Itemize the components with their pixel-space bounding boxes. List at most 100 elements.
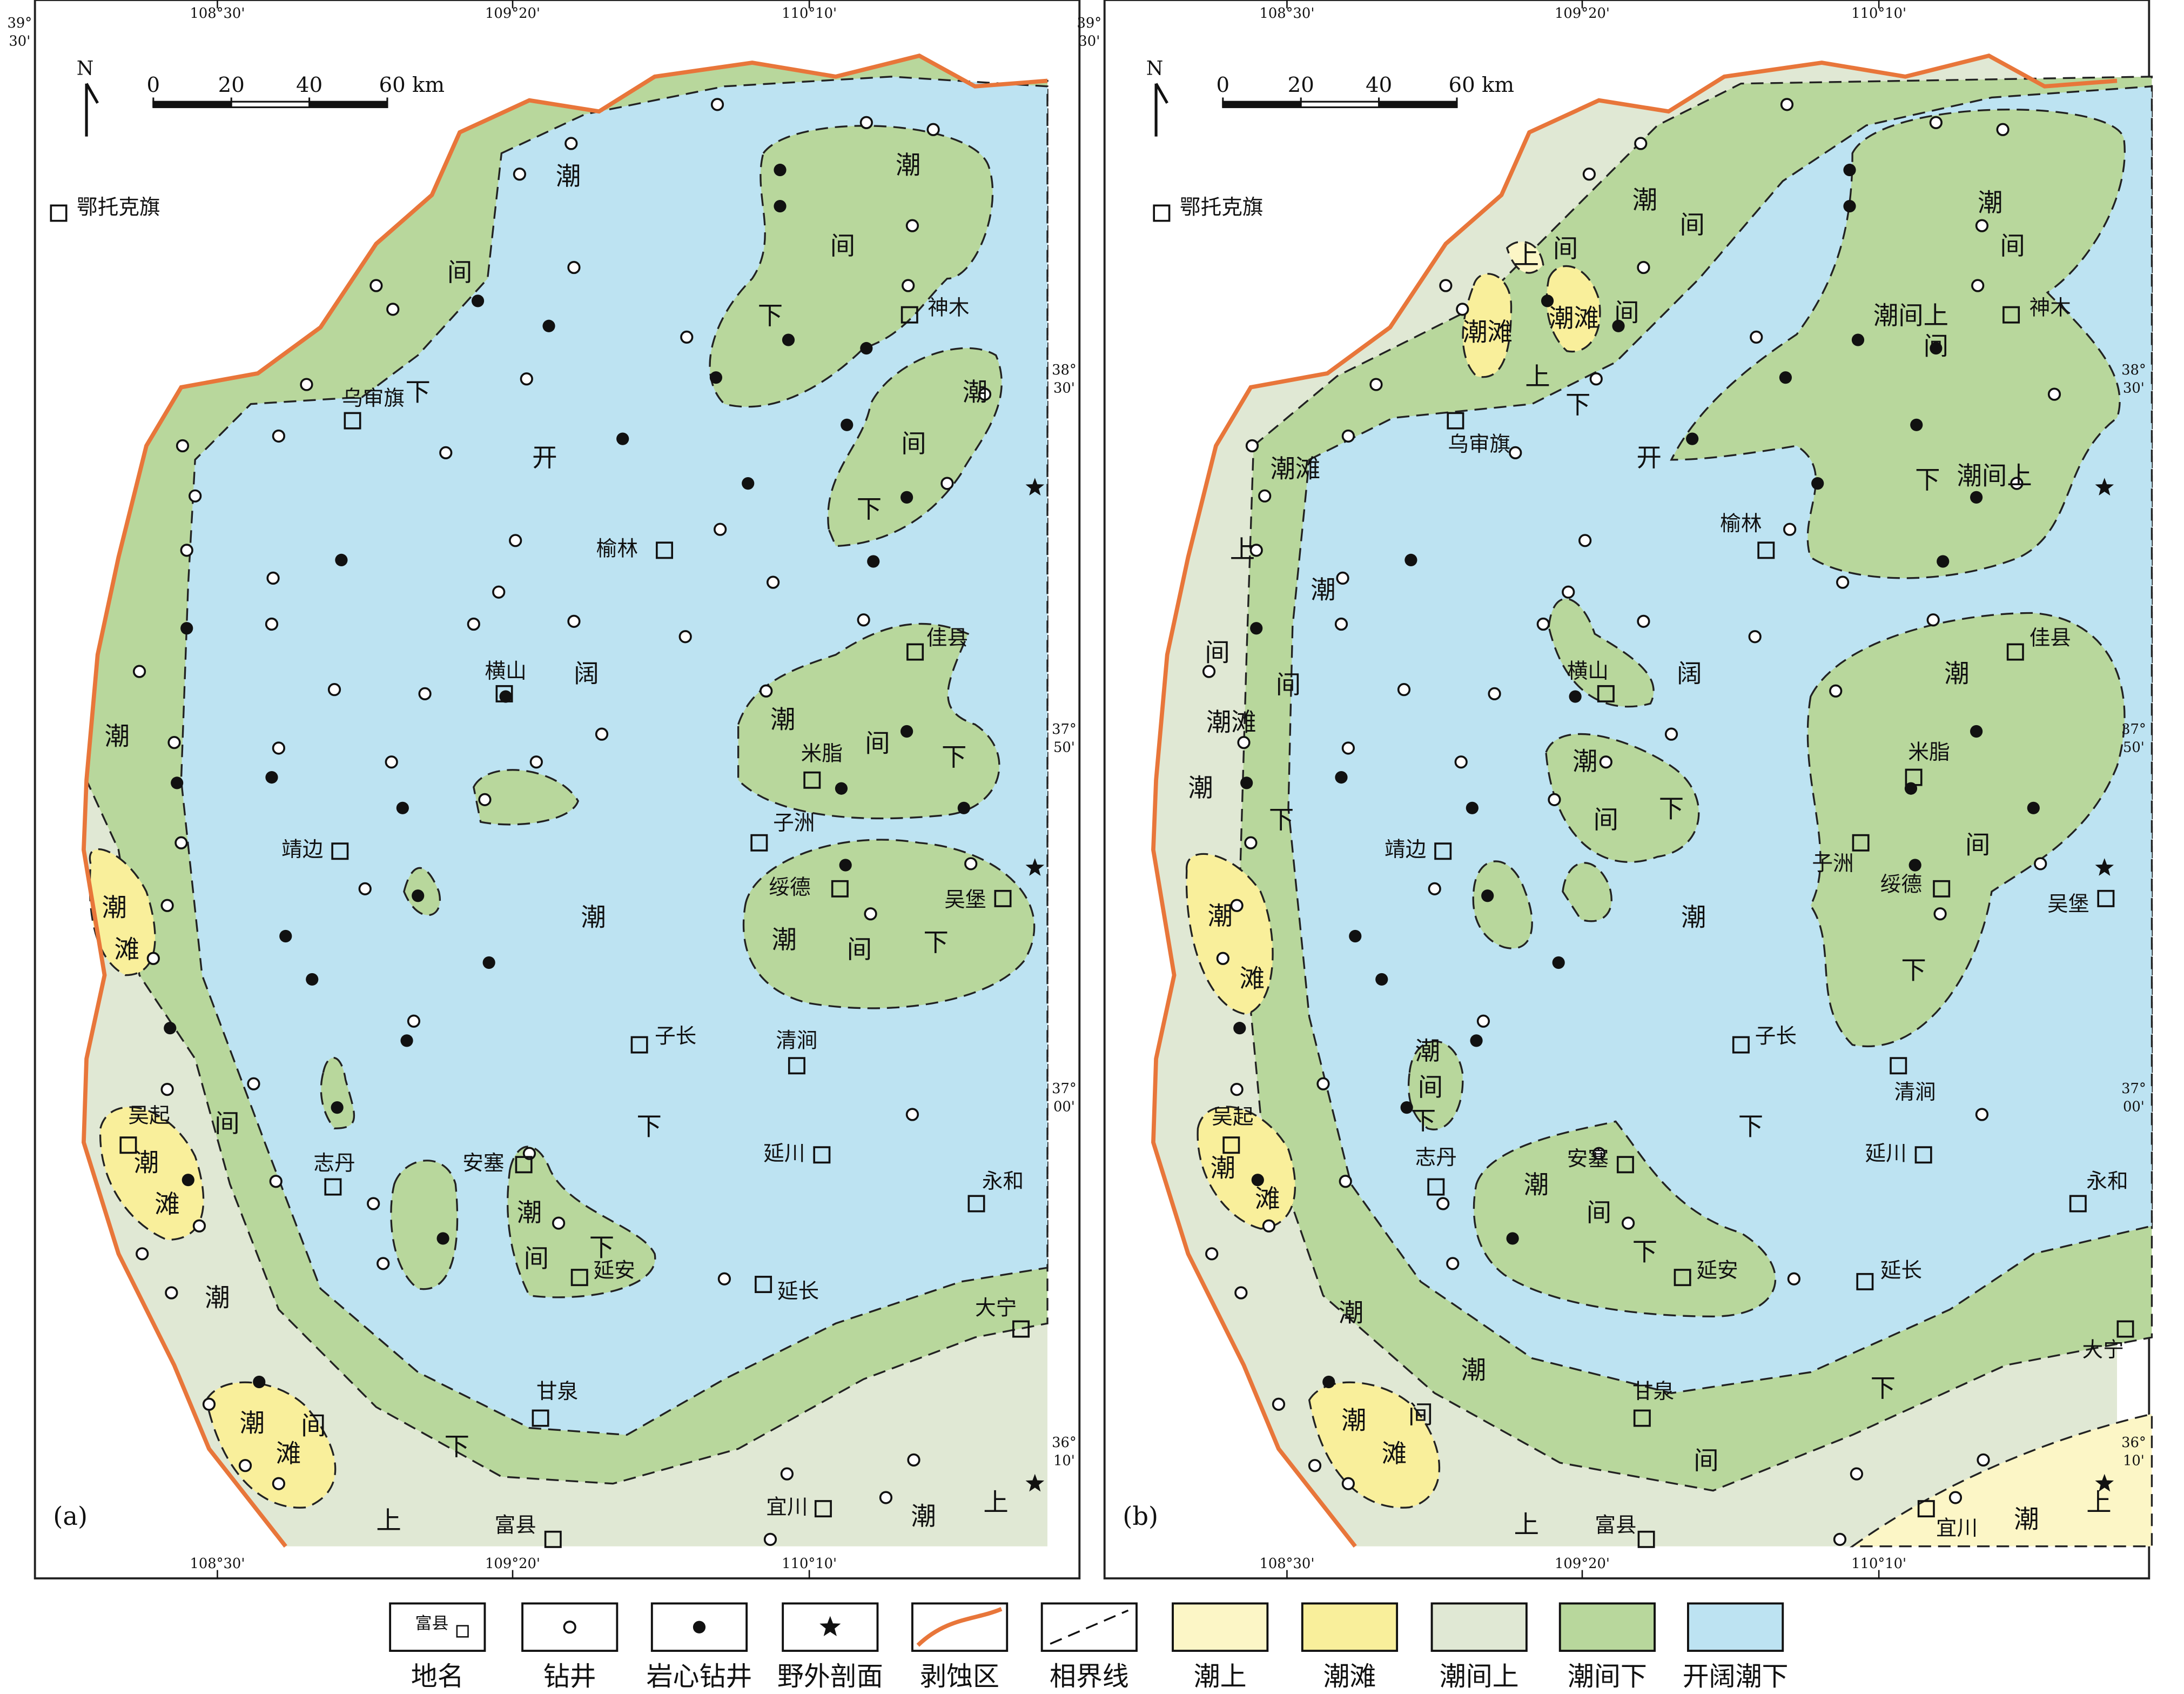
core-well <box>709 371 723 384</box>
place-marker <box>750 834 768 852</box>
latitude-label: 37° <box>2121 721 2146 738</box>
place-marker <box>50 204 68 222</box>
core-well <box>1506 1232 1519 1245</box>
well <box>864 907 877 921</box>
place-marker <box>2097 889 2115 907</box>
well <box>907 1453 920 1467</box>
facies-label: 下 <box>857 494 882 524</box>
facies-label: 间 <box>301 1411 326 1441</box>
tidal-flat-patch <box>99 1106 205 1241</box>
legend-label: 剥蚀区 <box>920 1661 999 1692</box>
place-marker <box>656 541 673 559</box>
well <box>202 1397 216 1411</box>
core-well <box>499 690 512 703</box>
facies-label: 开 <box>532 443 557 472</box>
well <box>1787 1272 1800 1285</box>
core-well <box>1843 163 1856 177</box>
place-marker <box>1597 685 1615 702</box>
north-label: N <box>1146 57 1164 79</box>
place-marker <box>515 1156 533 1174</box>
well <box>1341 429 1355 443</box>
well <box>1948 1491 1963 1504</box>
well <box>1582 168 1596 181</box>
well <box>717 1272 731 1285</box>
place-name: 子长 <box>1755 1025 1797 1049</box>
well <box>1748 630 1762 644</box>
facies-label: 间 <box>847 935 872 964</box>
place-name: 宜川 <box>1936 1516 1978 1541</box>
legend-erosion <box>916 1607 1003 1647</box>
facies-label: 下 <box>758 301 783 330</box>
well <box>1926 613 1940 627</box>
core-well <box>1541 294 1554 307</box>
facies-label: 滩 <box>276 1439 301 1468</box>
facies-label: 潮 <box>963 378 987 407</box>
well <box>367 1197 380 1210</box>
longitude-label: 108°30' <box>1259 1556 1314 1572</box>
facies-label: 潮 <box>1415 1036 1440 1066</box>
well <box>492 585 506 599</box>
facies-label: 潮间上 <box>1957 461 2032 490</box>
facies-label: 上 <box>2086 1488 2111 1517</box>
facies-label: 下 <box>405 378 430 407</box>
well <box>1836 575 1850 589</box>
place-name: 绥德 <box>1880 873 1922 897</box>
facies-label: 间 <box>214 1109 239 1138</box>
place-name: 乌审旗 <box>342 386 405 411</box>
lower-intertidal-patch <box>742 839 1036 1009</box>
core-well <box>835 782 848 795</box>
core-well <box>1686 432 1699 445</box>
panel-label: (a) <box>53 1502 88 1531</box>
well <box>1536 617 1550 631</box>
place-name: 延长 <box>777 1279 819 1303</box>
well <box>1933 907 1947 921</box>
lower-intertidal-patch <box>390 1160 459 1290</box>
place-marker <box>901 306 918 324</box>
legend-place-marker <box>456 1625 469 1638</box>
core-well <box>1322 1375 1335 1389</box>
core-well <box>1612 319 1625 332</box>
well <box>1341 741 1355 755</box>
well <box>189 489 202 503</box>
well <box>174 836 188 849</box>
well <box>595 727 609 741</box>
facies-label: 潮 <box>1339 1298 1363 1328</box>
facies-label: 下 <box>1901 956 1926 985</box>
place-marker <box>814 1500 832 1518</box>
facies-label: 潮 <box>205 1283 230 1312</box>
place-marker <box>831 880 849 898</box>
place-marker <box>1933 880 1951 898</box>
facies-label: 间 <box>1924 332 1948 361</box>
place-name: 永和 <box>982 1169 1024 1194</box>
facies-label: 间 <box>1614 298 1639 327</box>
well <box>1975 219 1989 232</box>
core-well <box>400 1034 413 1047</box>
well <box>377 1257 390 1270</box>
well <box>160 899 174 912</box>
legend-core-well <box>693 1621 706 1633</box>
map-symbols <box>132 98 2114 1546</box>
place-name: 清涧 <box>776 1028 817 1053</box>
legend-swatch <box>650 1602 748 1652</box>
facies-label: 下 <box>1871 1374 1896 1403</box>
place-name: 志丹 <box>1415 1146 1457 1170</box>
facies-label: 潮 <box>517 1198 542 1227</box>
place-name: 佳县 <box>926 626 968 650</box>
facies-label: 开 <box>1637 443 1662 472</box>
latitude-label: 36° <box>1052 1435 1077 1451</box>
field-section <box>2095 478 2114 496</box>
facies-label: 下 <box>942 742 966 772</box>
north-arrow <box>85 83 99 137</box>
facies-label: 下 <box>1632 1237 1657 1266</box>
place-name: 神木 <box>2030 296 2071 320</box>
facies-label: 潮 <box>581 903 606 932</box>
core-well <box>1251 1174 1264 1187</box>
core-well <box>1375 973 1388 986</box>
well <box>1578 534 1592 547</box>
core-well <box>616 432 629 445</box>
core-well <box>1930 342 1943 355</box>
well <box>238 1459 252 1472</box>
core-well <box>1250 622 1263 635</box>
well <box>1202 665 1216 678</box>
place-name: 延长 <box>1880 1258 1922 1283</box>
